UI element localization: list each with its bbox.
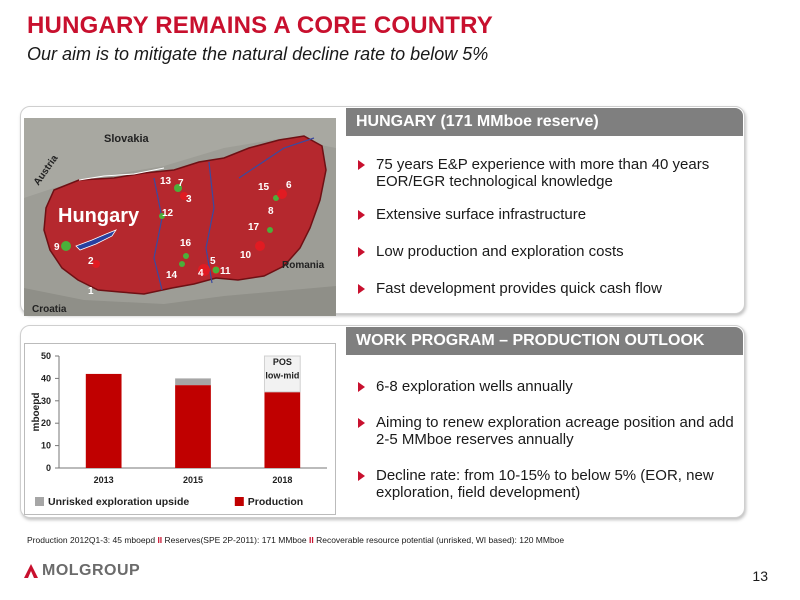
x-tick-label: 2013 <box>94 475 114 485</box>
hungary-bullet: Fast development provides quick cash flo… <box>356 280 736 297</box>
y-tick-label: 30 <box>41 396 51 406</box>
footnote-separator: II <box>308 535 314 545</box>
bar-production <box>85 373 122 468</box>
production-chart: 0 10 20 30 40 50 mboepd 2013 2015 2018 POS low-mid U… <box>24 343 336 515</box>
footnote-reserves: Reserves(SPE 2P-2011): 171 MMboe <box>164 535 307 545</box>
legend-label: Unrisked exploration upside <box>48 496 189 508</box>
hungary-map: Slovakia Austria Hungary Romania Croatia… <box>24 118 336 316</box>
svg-text:13: 13 <box>160 176 172 187</box>
x-tick-label: 2018 <box>272 475 292 485</box>
y-axis-label: mboepd <box>31 393 42 432</box>
map-site-numbers: 1 2 3 4 5 6 7 8 9 10 11 12 13 14 15 16 1… <box>54 176 292 297</box>
logo-mark-icon <box>24 564 38 578</box>
logo-text: MOLGROUP <box>42 562 141 579</box>
svg-text:17: 17 <box>248 222 260 233</box>
bullet-arrow-icon <box>358 471 365 481</box>
bar-production <box>264 391 301 468</box>
hungary-territory-shape <box>43 135 327 295</box>
svg-text:9: 9 <box>54 242 60 253</box>
svg-text:2: 2 <box>88 256 94 267</box>
x-tick-label: 2015 <box>183 475 203 485</box>
y-tick-label: 20 <box>41 418 51 428</box>
y-tick-label: 40 <box>41 373 51 383</box>
svg-text:3: 3 <box>186 194 192 205</box>
slide-title: HUNGARY REMAINS A CORE COUNTRY <box>27 12 494 39</box>
work-bullet: Decline rate: from 10-15% to below 5% (E… <box>356 467 736 501</box>
map-label-croatia: Croatia <box>32 304 67 315</box>
y-tick-label: 10 <box>41 441 51 451</box>
legend-swatch <box>35 497 44 506</box>
bar-production <box>175 385 211 468</box>
legend-label: Production <box>248 496 303 508</box>
svg-text:4: 4 <box>198 268 204 279</box>
work-bullet-list: 6-8 exploration wells annually Aiming to… <box>356 378 736 501</box>
bullet-arrow-icon <box>358 418 365 428</box>
legend-swatch <box>234 497 244 506</box>
footnote-resource-potential: Recoverable resource potential (unrisked… <box>316 535 565 545</box>
hungary-bullet: Extensive surface infrastructure <box>356 206 736 223</box>
svg-text:6: 6 <box>286 180 292 191</box>
map-label-slovakia: Slovakia <box>104 133 150 145</box>
hungary-bullet-list: 75 years E&P experience with more than 4… <box>356 156 736 297</box>
svg-text:16: 16 <box>180 238 192 249</box>
svg-text:1: 1 <box>88 286 94 297</box>
bullet-arrow-icon <box>358 247 365 257</box>
bar-unrisked-exploration-upside <box>175 378 211 386</box>
hungary-panel-heading: HUNGARY (171 MMboe reserve) <box>346 108 743 136</box>
page-number: 13 <box>752 568 768 584</box>
bullet-arrow-icon <box>358 160 365 170</box>
work-bullet: 6-8 exploration wells annually <box>356 378 736 395</box>
pos-annotation-line1: POS <box>273 357 292 367</box>
slide-subtitle: Our aim is to mitigate the natural decli… <box>27 44 489 64</box>
hungary-bullet: Low production and exploration costs <box>356 243 736 260</box>
svg-text:12: 12 <box>162 208 174 219</box>
map-label-romania: Romania <box>282 260 325 271</box>
y-tick-label: 50 <box>41 351 51 361</box>
map-label-hungary: Hungary <box>58 205 140 227</box>
production-chart-svg: 0 10 20 30 40 50 mboepd 2013 2015 2018 POS low-mid U… <box>31 351 327 508</box>
svg-text:5: 5 <box>210 256 216 267</box>
work-program-panel-heading: WORK PROGRAM – PRODUCTION OUTLOOK <box>346 327 743 355</box>
company-logo: MOLGROUP <box>24 562 140 580</box>
svg-text:14: 14 <box>166 270 178 281</box>
svg-text:8: 8 <box>268 206 274 217</box>
svg-text:7: 7 <box>178 178 184 189</box>
hungary-bullet: 75 years E&P experience with more than 4… <box>356 156 736 190</box>
bullet-arrow-icon <box>358 382 365 392</box>
footnote-separator: II <box>157 535 163 545</box>
pos-annotation-box <box>263 355 301 393</box>
svg-text:10: 10 <box>240 250 252 261</box>
bullet-arrow-icon <box>358 210 365 220</box>
svg-text:15: 15 <box>258 182 270 193</box>
bullet-arrow-icon <box>358 284 365 294</box>
footnote-production: Production 2012Q1-3: 45 mboepd <box>27 535 156 545</box>
pos-annotation-line2: low-mid <box>265 370 299 380</box>
work-bullet: Aiming to renew exploration acreage posi… <box>356 414 736 448</box>
y-tick-label: 0 <box>46 463 51 473</box>
svg-text:11: 11 <box>220 266 231 277</box>
footnote: Production 2012Q1-3: 45 mboepd II Reserv… <box>27 535 564 545</box>
